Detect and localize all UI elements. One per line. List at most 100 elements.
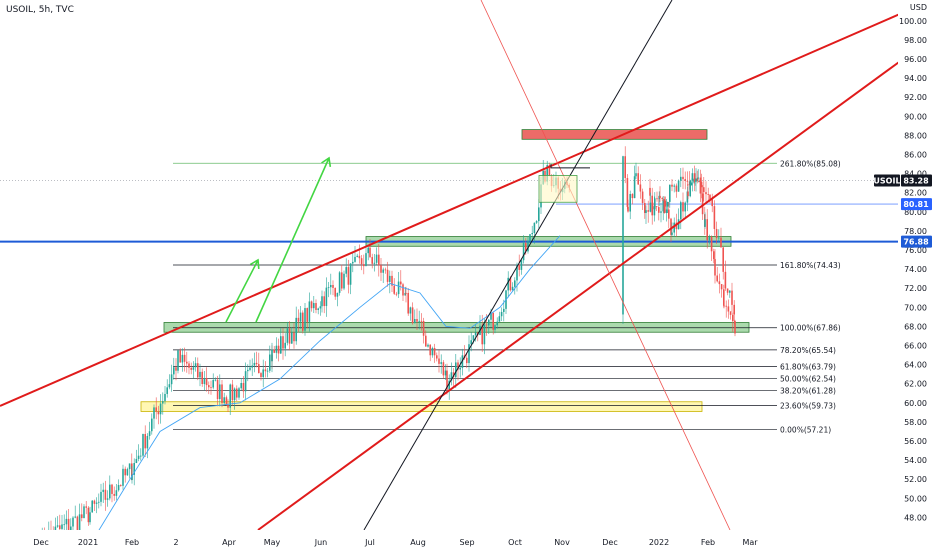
candle-body bbox=[707, 194, 709, 195]
candle-body bbox=[56, 525, 59, 527]
candle-body bbox=[677, 219, 680, 230]
y-axis-tick-label: 64.00 bbox=[904, 361, 927, 370]
candle-body bbox=[485, 324, 488, 326]
candle-body bbox=[720, 237, 722, 248]
candle-body bbox=[74, 516, 76, 518]
candle-body bbox=[63, 524, 65, 526]
candle-body bbox=[288, 328, 291, 344]
candle-body bbox=[708, 236, 711, 241]
candle-body bbox=[199, 371, 201, 378]
candle-body bbox=[334, 287, 336, 297]
candle-body bbox=[666, 201, 669, 207]
candle-body bbox=[716, 275, 718, 282]
x-axis-tick-label: Mar bbox=[742, 538, 758, 547]
y-axis-tick-label: 76.00 bbox=[904, 246, 927, 255]
candle-body bbox=[718, 237, 720, 239]
candle-body bbox=[253, 362, 256, 366]
candle-body bbox=[148, 431, 151, 436]
candle-body bbox=[433, 347, 436, 356]
candle-body bbox=[179, 350, 181, 363]
projection-arrow-short-head bbox=[249, 258, 260, 270]
candle-body bbox=[389, 275, 391, 282]
candle-body bbox=[365, 253, 367, 267]
candle-body bbox=[293, 332, 295, 342]
candle-body bbox=[332, 284, 334, 288]
candle-body bbox=[448, 380, 450, 390]
candle-body bbox=[205, 378, 208, 386]
candle-body bbox=[106, 498, 109, 500]
candle-body bbox=[474, 332, 477, 336]
candle-body bbox=[231, 384, 234, 401]
candle-body bbox=[262, 369, 264, 378]
candle-body bbox=[295, 317, 297, 342]
candle-body bbox=[431, 347, 434, 356]
candle-body bbox=[100, 491, 102, 502]
candle-body bbox=[50, 531, 52, 534]
price-tag-text: 76.88 bbox=[903, 238, 929, 247]
candle-body bbox=[102, 489, 104, 492]
candle-body bbox=[214, 379, 217, 381]
candle-body bbox=[395, 293, 398, 295]
moving-average-line bbox=[98, 235, 561, 530]
candle-body bbox=[622, 156, 624, 315]
candle-body bbox=[93, 500, 96, 504]
candle-body bbox=[269, 354, 271, 371]
candle-body bbox=[626, 178, 629, 207]
candle-body bbox=[659, 195, 661, 199]
x-axis-tick-label: Feb bbox=[125, 538, 139, 547]
candle-body bbox=[360, 258, 363, 265]
candle-body bbox=[490, 312, 492, 320]
candle-body bbox=[157, 411, 160, 415]
candle-body bbox=[208, 385, 210, 388]
candle-body bbox=[386, 269, 389, 282]
candle-body bbox=[310, 301, 313, 309]
candle-body bbox=[327, 287, 330, 289]
candle-body bbox=[225, 397, 228, 405]
y-axis-tick-label: 60.00 bbox=[904, 399, 927, 408]
symbol-tag bbox=[874, 174, 900, 187]
candle-body bbox=[671, 232, 673, 235]
candle-body bbox=[397, 281, 400, 295]
candle-body bbox=[713, 206, 716, 229]
candle-body bbox=[723, 305, 725, 307]
candle-body bbox=[137, 455, 140, 459]
candle-body bbox=[647, 210, 649, 212]
price-tag bbox=[901, 235, 932, 248]
candle-body bbox=[662, 200, 664, 212]
candle-body bbox=[713, 251, 715, 260]
candle-body bbox=[216, 379, 219, 399]
candle-body bbox=[520, 260, 523, 270]
candle-body bbox=[409, 307, 412, 314]
candle-body bbox=[299, 312, 302, 322]
fib-level-label: 0.00%(57.21) bbox=[780, 425, 831, 434]
candle-body bbox=[363, 264, 365, 267]
candle-body bbox=[323, 296, 325, 307]
candle-body bbox=[633, 176, 636, 199]
candle-body bbox=[531, 233, 533, 235]
candle-body bbox=[151, 418, 153, 432]
y-axis-tick-label: 62.00 bbox=[904, 380, 927, 389]
candle-body bbox=[691, 182, 693, 186]
candle-body bbox=[302, 312, 304, 331]
candle-body bbox=[117, 485, 120, 491]
candle-body bbox=[631, 194, 634, 199]
candle-body bbox=[168, 384, 171, 388]
candle-body bbox=[718, 281, 721, 285]
candle-body bbox=[670, 218, 672, 235]
candle-body bbox=[660, 211, 662, 213]
y-axis-tick-label: 94.00 bbox=[904, 74, 927, 83]
candle-body bbox=[538, 207, 540, 222]
candle-body bbox=[533, 222, 536, 234]
y-axis-tick-label: 54.00 bbox=[904, 456, 927, 465]
candle-body bbox=[122, 468, 124, 486]
candle-body bbox=[109, 484, 111, 499]
candle-body bbox=[317, 308, 319, 310]
candle-body bbox=[255, 362, 258, 365]
y-axis-tick-label: 98.00 bbox=[904, 36, 927, 45]
candle-body bbox=[144, 434, 146, 449]
candle-body bbox=[155, 407, 157, 412]
candle-body bbox=[260, 373, 262, 378]
candle-body bbox=[639, 184, 642, 192]
candle-body bbox=[341, 272, 343, 289]
